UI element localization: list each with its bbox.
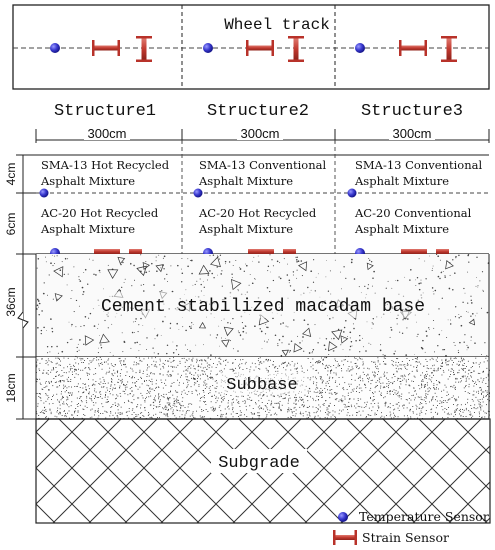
structure-1-top-layer-line2: Asphalt Mixture	[40, 174, 135, 188]
subbase-layer	[35, 357, 490, 420]
structure-3-mid-layer-line2: Asphalt Mixture	[354, 222, 449, 236]
structure-3-top-layer-line1: SMA-13 Conventional	[355, 158, 482, 172]
thickness-subbase: 18cm	[4, 373, 18, 402]
legend-temperature-label: Temperature Sensor	[359, 509, 489, 524]
structure-2-mid-layer-line2: Asphalt Mixture	[198, 222, 293, 236]
subgrade-layer	[35, 418, 491, 524]
temperature-sensor-icon	[203, 43, 213, 53]
strain-sensor-icon	[436, 249, 449, 254]
strain-sensor-icon	[94, 249, 120, 254]
structure-3-title: Structure3	[361, 102, 463, 121]
temperature-sensor-icon	[193, 188, 203, 198]
structure-1-top-layer-line1: SMA-13 Hot Recycled	[41, 158, 170, 172]
structure-1-mid-layer-line1: AC-20 Hot Recycled	[40, 206, 159, 220]
thickness-mid: 6cm	[4, 213, 18, 236]
temperature-sensor-icon	[347, 188, 357, 198]
structure-3-mid-layer-line1: AC-20 Conventional	[354, 206, 472, 220]
structure-1-width: 300cm	[87, 126, 126, 141]
legend-strain-label: Strain Sensor	[362, 530, 449, 545]
legend-temperature-icon	[338, 512, 348, 522]
interface-sensors-top	[39, 188, 357, 198]
structure-2-mid-layer-line1: AC-20 Hot Recycled	[198, 206, 317, 220]
wheel-track-label: Wheel track	[224, 16, 330, 34]
structure-2-width: 300cm	[240, 126, 279, 141]
structure-3-top-layer-line2: Asphalt Mixture	[354, 174, 449, 188]
structure-1-title: Structure1	[54, 102, 156, 121]
width-dimensions	[35, 127, 490, 143]
strain-sensor-vertical-icon	[288, 36, 304, 62]
subbase-layer-label: Subbase	[226, 376, 297, 395]
strain-sensor-vertical-icon	[441, 36, 457, 62]
structure-2-top-layer-line2: Asphalt Mixture	[198, 174, 293, 188]
strain-sensor-horizontal-icon	[92, 40, 120, 56]
plan-sensors-structure2	[203, 36, 304, 62]
subgrade-layer-label: Subgrade	[218, 454, 300, 473]
strain-sensor-icon	[283, 249, 296, 254]
strain-sensor-icon	[248, 249, 274, 254]
structure-2-title: Structure2	[207, 102, 309, 121]
base-layer	[35, 254, 490, 358]
temperature-sensor-icon	[355, 43, 365, 53]
thickness-base: 36cm	[4, 287, 18, 316]
subbase-texture	[36, 357, 490, 419]
legend: Temperature Sensor Strain Sensor	[333, 509, 489, 545]
structure-2-top-layer-line1: SMA-13 Conventional	[199, 158, 326, 172]
strain-sensor-horizontal-icon	[246, 40, 274, 56]
thickness-top: 4cm	[4, 163, 18, 186]
structure-3-width: 300cm	[392, 126, 431, 141]
base-layer-label: Cement stabilized macadam base	[101, 297, 425, 317]
structure-1-mid-layer-line2: Asphalt Mixture	[40, 222, 135, 236]
temperature-sensor-icon	[39, 188, 49, 198]
strain-sensor-vertical-icon	[136, 36, 152, 62]
thickness-dimension-line	[16, 154, 36, 420]
strain-sensor-horizontal-icon	[399, 40, 427, 56]
plan-sensors-structure1	[50, 36, 152, 62]
strain-sensor-icon	[129, 249, 142, 254]
legend-strain-icon	[333, 530, 357, 545]
temperature-sensor-icon	[50, 43, 60, 53]
strain-sensor-icon	[401, 249, 427, 254]
plan-sensors-structure3	[355, 36, 457, 62]
break-mark	[17, 311, 29, 329]
